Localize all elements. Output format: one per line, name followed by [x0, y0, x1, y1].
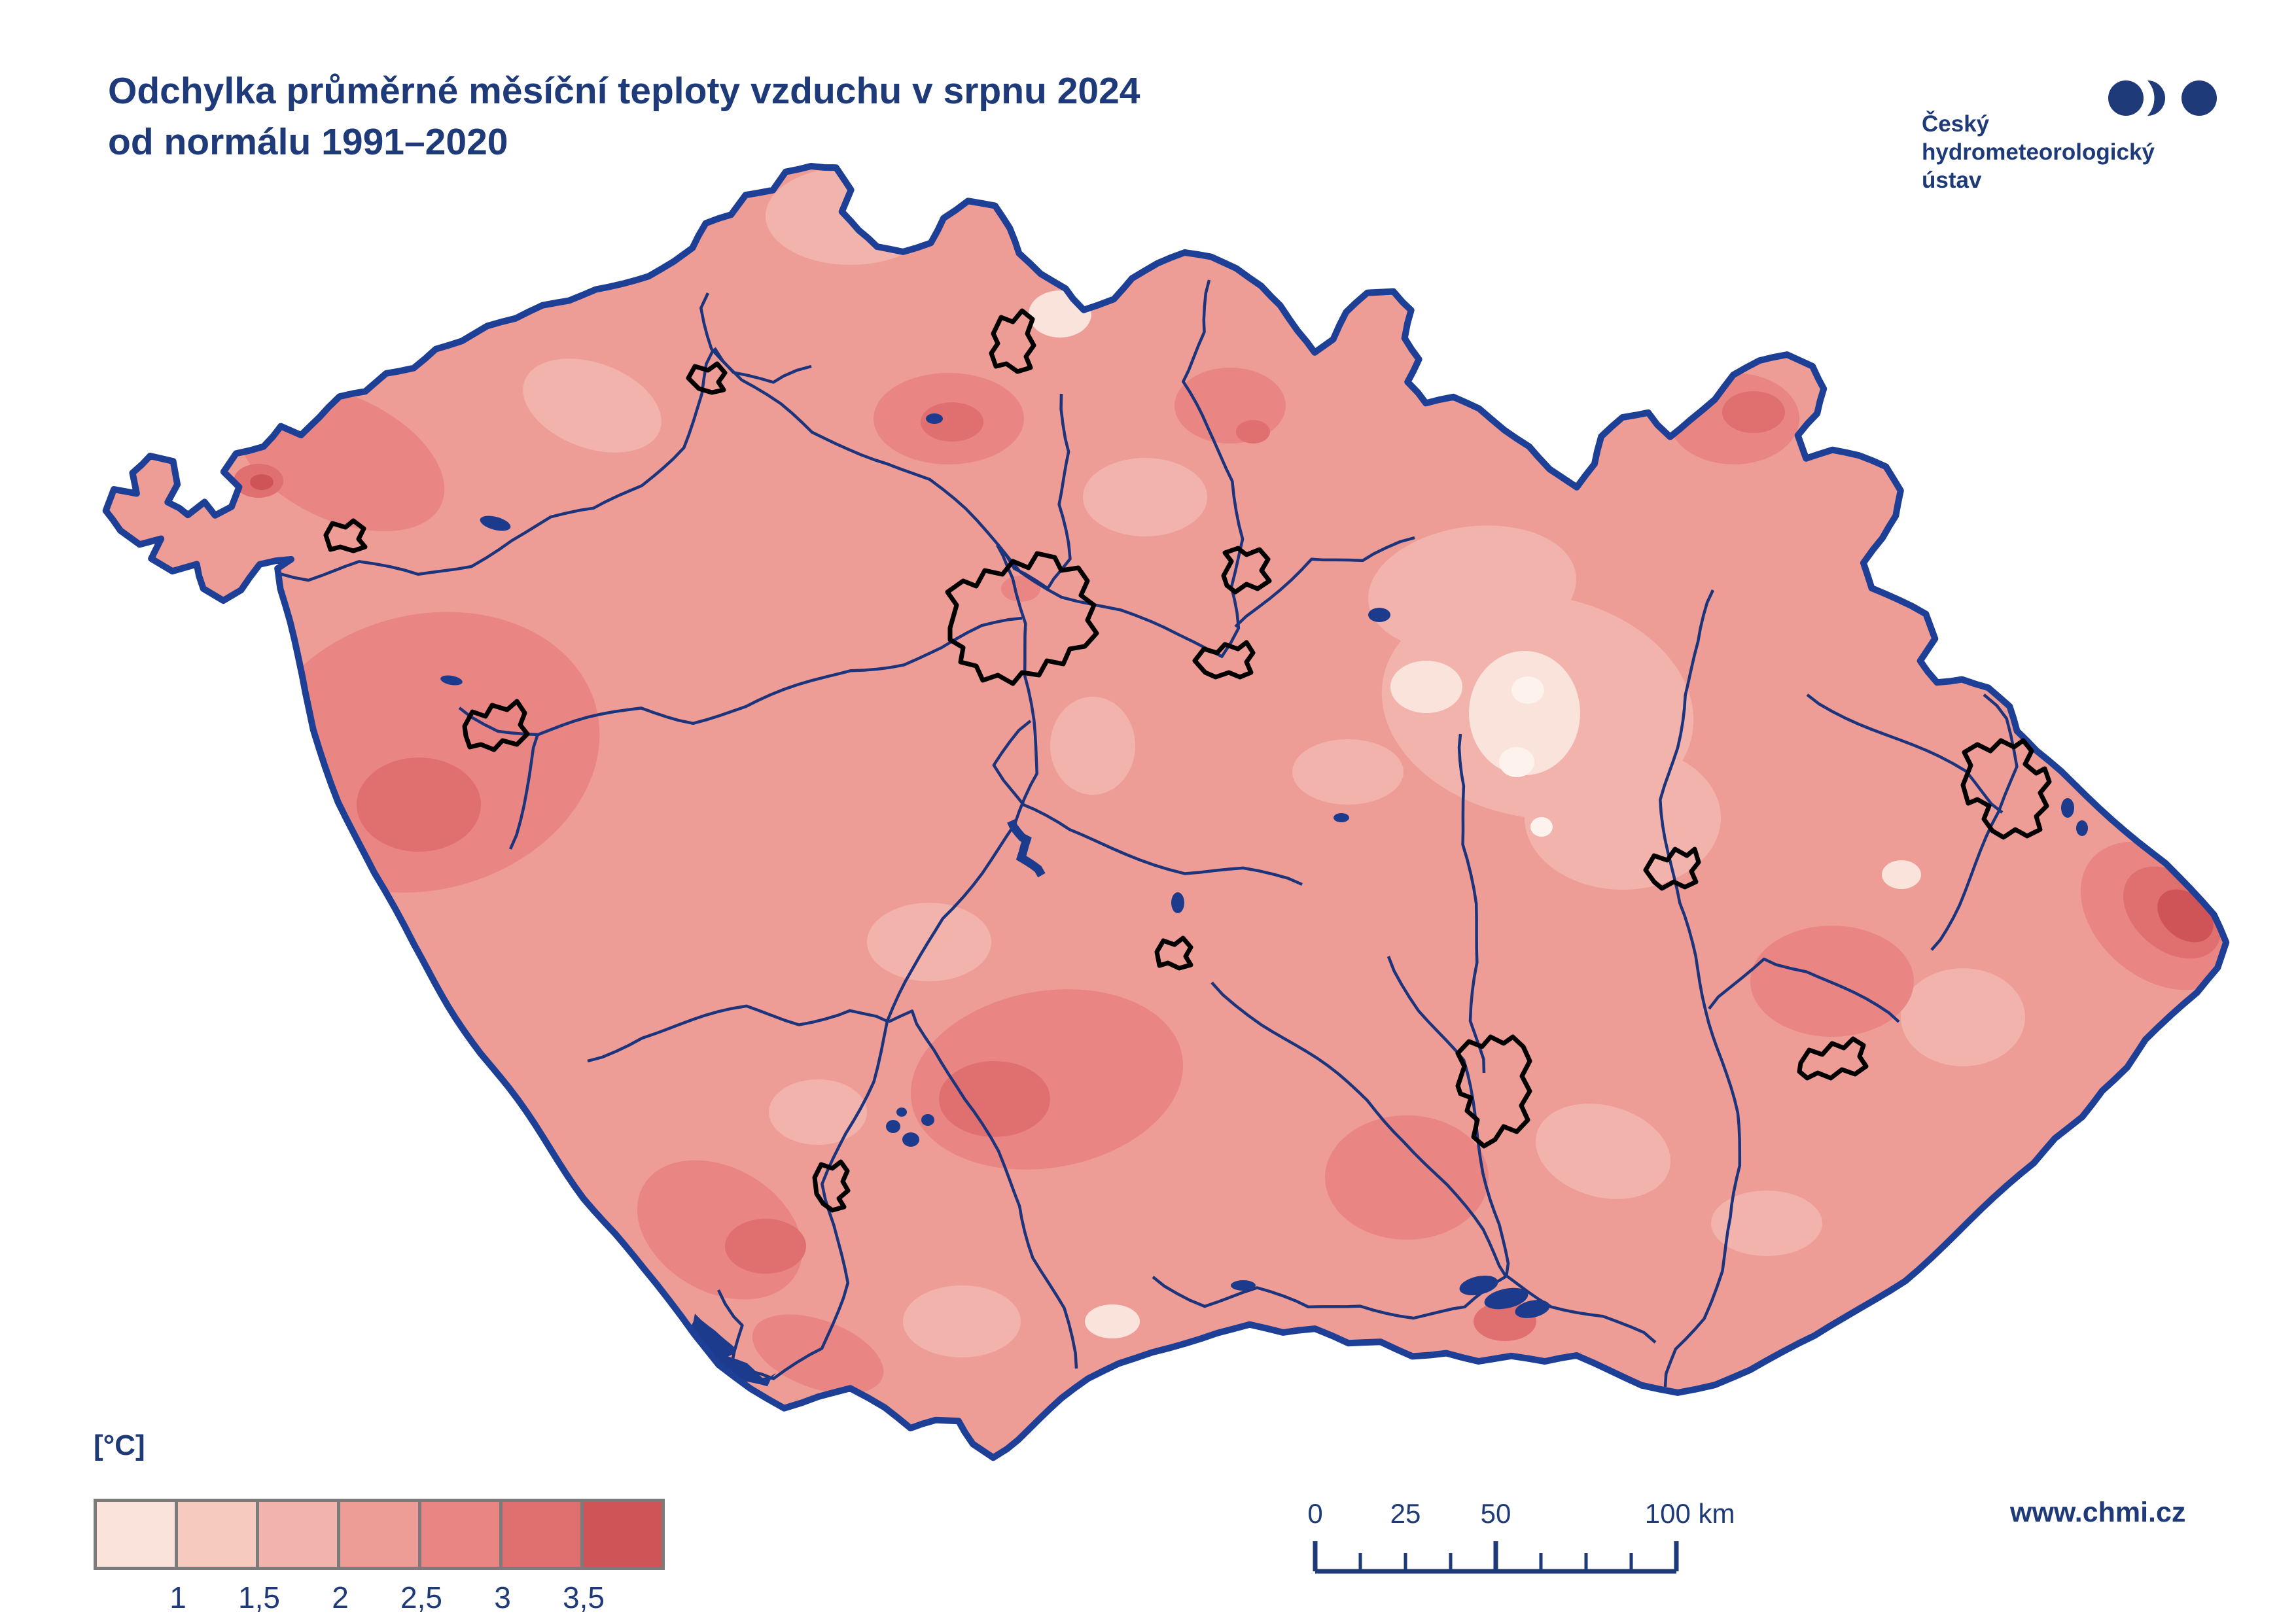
legend: [°C] 1 1,5 2 2,5 3 3,5 — [94, 1429, 665, 1614]
legend-unit-label: [°C] — [94, 1429, 145, 1461]
legend-cell-3 — [340, 1502, 421, 1567]
water-body-12 — [1231, 1280, 1256, 1291]
legend-cell-1 — [178, 1502, 259, 1567]
river-line-15 — [1708, 957, 1900, 1023]
scale-bar-ticks — [1313, 1541, 1679, 1574]
scale-label-25: 25 — [1390, 1498, 1421, 1529]
water-body-10 — [2061, 798, 2074, 818]
title-line-1: Odchylka průměrné měsíční teploty vzduch… — [108, 70, 1140, 112]
river-line-5 — [996, 393, 1072, 590]
legend-color-bar — [94, 1499, 665, 1570]
water-body-14 — [1171, 892, 1184, 913]
page-title: Odchylka průměrné měsíční teploty vzduch… — [108, 65, 1140, 167]
legend-cell-5 — [503, 1502, 584, 1567]
logo-line-3: ústav — [1922, 167, 1982, 193]
city-boundary-karlovy-vary — [323, 518, 368, 553]
river-line-0 — [699, 279, 1245, 658]
legend-label-2,5: 2,5 — [400, 1580, 442, 1614]
reservoir-orlik — [1007, 819, 1046, 878]
water-body-3 — [886, 1120, 900, 1133]
water-body-9 — [926, 413, 943, 424]
water-body-2 — [1515, 1300, 1550, 1318]
legend-label-2: 2 — [332, 1580, 349, 1614]
river-line-8 — [888, 1009, 1078, 1369]
legend-label-3: 3 — [494, 1580, 511, 1614]
legend-tick-labels: 1 1,5 2 2,5 3 3,5 — [94, 1580, 647, 1619]
city-boundary-olomouc — [1643, 846, 1701, 891]
legend-cell-4 — [421, 1502, 503, 1567]
water-body-7 — [480, 515, 511, 531]
river-line-4 — [255, 349, 715, 582]
legend-label-1,5: 1,5 — [238, 1580, 280, 1614]
river-line-13 — [1930, 693, 2019, 951]
water-body-15 — [1333, 813, 1349, 822]
river-line-9 — [1659, 589, 1742, 1387]
water-body-8 — [1368, 608, 1390, 622]
city-boundary-liberec — [989, 308, 1036, 374]
river-line-11 — [1210, 981, 1508, 1278]
website-url: www.chmi.cz — [2010, 1497, 2186, 1528]
national-border — [102, 163, 2230, 1461]
river-line-6 — [992, 720, 1303, 886]
chmi-logo-text: Český hydrometeorologický ústav — [1922, 110, 2155, 194]
city-boundary-jihlava — [1154, 935, 1193, 971]
water-body-6 — [896, 1108, 907, 1117]
city-boundary-ostrava — [1960, 738, 2052, 840]
legend-cell-2 — [259, 1502, 340, 1567]
water-body-5 — [921, 1114, 934, 1126]
city-boundary-plzen — [462, 699, 530, 752]
river-line-10 — [1152, 1274, 1657, 1344]
city-boundary-ceske-budejovice — [812, 1159, 851, 1213]
river-line-17 — [1457, 733, 1486, 1073]
chmi-logo-icon — [2108, 80, 2217, 116]
water-body-11 — [2076, 820, 2088, 836]
lake-lipno — [690, 1314, 777, 1387]
scale-label-100: 100 km — [1644, 1498, 1735, 1529]
river-line-3 — [508, 733, 540, 850]
water-body-4 — [902, 1132, 919, 1147]
legend-cell-6 — [584, 1502, 662, 1567]
scale-label-50: 50 — [1480, 1498, 1511, 1529]
city-boundary-hradec-kralove — [1221, 546, 1272, 595]
legend-cell-0 — [97, 1502, 178, 1567]
city-boundary-zlin — [1797, 1036, 1869, 1081]
scale-label-0: 0 — [1307, 1498, 1323, 1529]
legend-label-3,5: 3,5 — [563, 1580, 605, 1614]
river-line-2 — [458, 616, 1023, 737]
city-boundary-brno — [1455, 1034, 1532, 1149]
river-line-14 — [1806, 693, 2004, 814]
water-body-13 — [440, 675, 463, 686]
title-line-2: od normálu 1991–2020 — [108, 121, 508, 163]
river-line-16 — [1234, 536, 1415, 628]
water-body-0 — [1459, 1275, 1498, 1296]
logo-line-2: hydrometeorologický — [1922, 139, 2155, 165]
river-line-12 — [1386, 956, 1510, 1278]
river-line-18 — [713, 347, 812, 384]
map-scale-bar: 0 25 50 100 km — [1307, 1498, 1773, 1583]
logo-line-1: Český — [1922, 111, 1990, 137]
city-boundary-usti-nad-labem — [686, 361, 728, 395]
legend-label-1: 1 — [169, 1580, 186, 1614]
city-boundary-praha — [945, 551, 1099, 686]
water-body-1 — [1484, 1287, 1528, 1310]
river-line-7 — [587, 1004, 889, 1063]
city-boundary-pardubice — [1192, 640, 1256, 680]
